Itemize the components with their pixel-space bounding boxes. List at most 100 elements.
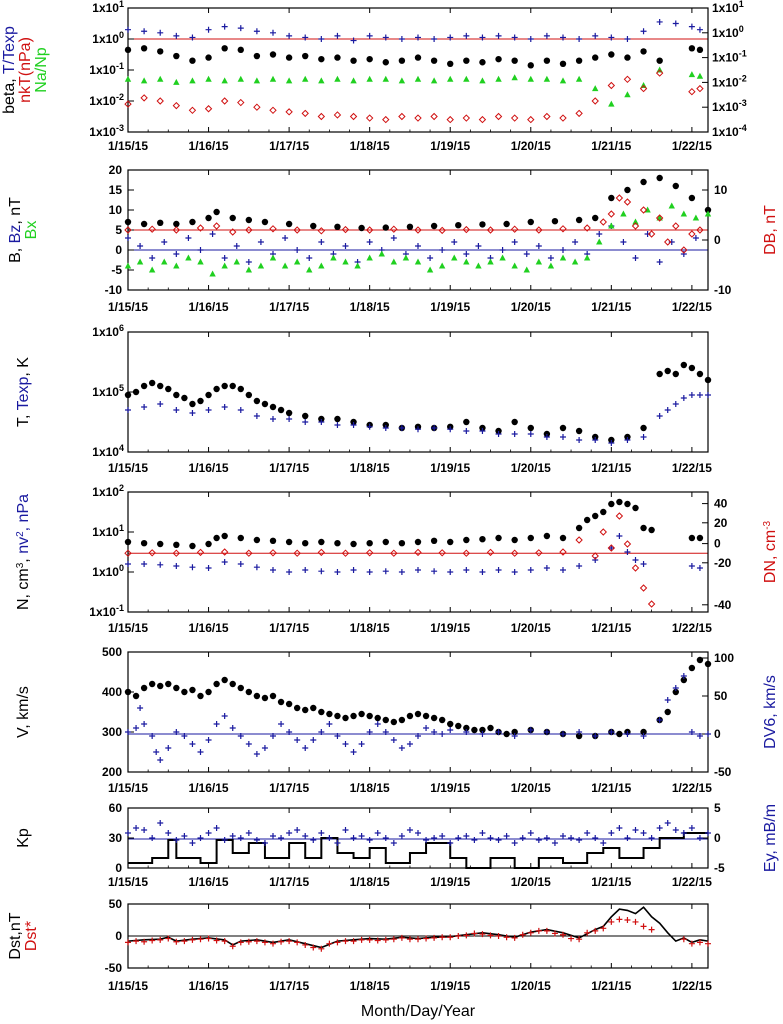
panel-Dst-s0-point-52	[543, 927, 550, 934]
panel-V-s1-point-6	[157, 757, 164, 763]
panel-V-s1-point-41	[439, 731, 446, 737]
panel-V-s0-point-17	[261, 694, 269, 702]
panel-B-s1-point-35	[547, 255, 554, 261]
panel-Kp-ylabel-part-0: Kp	[15, 828, 32, 848]
panel-N-s2-point-26	[639, 584, 648, 592]
panel-beta-ytick-right-label-2-exp: -1	[739, 49, 747, 59]
panel-V-s1-point-24	[302, 745, 309, 751]
panel-beta-ytick-label-4-base: 1x10	[89, 125, 116, 139]
panel-beta-s3-point-22	[478, 115, 487, 124]
panel-N-s0-point-34	[616, 498, 623, 506]
panel-Dst-s0-point-19	[278, 938, 285, 945]
panel-beta-ytick-right-label-1-base: 1x10	[712, 26, 739, 40]
panel-beta-s2-point-13	[334, 75, 341, 82]
panel-Dst-ylabel-part-0: Dst,nT	[7, 912, 24, 959]
panel-Kp-s0-point-38	[431, 835, 438, 841]
panel-N-s0-point-14	[334, 540, 341, 547]
panel-beta-s2-point-27	[559, 77, 567, 84]
panel-B-s0-point-12	[334, 223, 341, 230]
panel-T-ytick-label-0-base: 1x10	[92, 325, 119, 339]
panel-N-ylabel-part-2: nv	[15, 537, 32, 554]
panel-Kp-s0-point-7	[181, 833, 188, 839]
panel-B-s1-point-36	[560, 247, 566, 253]
panel-B-s0-point-21	[551, 218, 559, 225]
panel-Kp-s0-point-3	[149, 835, 156, 841]
panel-Kp-s0-point-14	[237, 835, 244, 841]
panel-T-s0-point-14	[237, 385, 244, 393]
panel-Kp-s0-point-24	[318, 830, 325, 836]
panel-T-s1-point-38	[696, 392, 703, 398]
panel-N-s1-point-20	[447, 569, 454, 575]
panel-V-s1-point-13	[213, 721, 220, 727]
panel-beta-s2-point-9	[269, 75, 277, 82]
panel-V-s1-point-58	[680, 673, 687, 679]
panel-beta-s1-point-21	[463, 32, 470, 39]
panel-B-s1-point-18	[342, 243, 349, 249]
panel-beta-ytick-right-label-2-base: 1x10	[712, 51, 739, 65]
panel-N-s0-point-15	[350, 540, 357, 548]
panel-V-s1-point-50	[576, 729, 583, 735]
panel-Kp-s0-point-66	[656, 825, 663, 831]
panel-V-xtick-label-7: 1/22/15	[672, 781, 712, 795]
panel-T-s1-point-32	[640, 434, 647, 440]
panel-B-s2-point-37	[571, 258, 579, 265]
panel-V-xtick-label-1: 1/16/15	[189, 781, 229, 795]
panel-V-s1-point-48	[543, 729, 550, 735]
panel-V-s0-point-59	[664, 708, 671, 716]
panel-beta-s0-point-13	[334, 54, 341, 61]
panel-beta-s1-point-6	[221, 23, 228, 30]
panel-N-s0-point-27	[543, 532, 551, 540]
panel-B-s0-point-29	[688, 194, 696, 202]
panel-Dst-s0-point-17	[261, 939, 268, 946]
panel-B-s1-point-34	[535, 243, 542, 249]
panel-B-s3-point-25	[631, 222, 640, 230]
panel-V-ytick-label-2: 300	[102, 725, 122, 739]
panel-B-ylabel2-part-0: Bx	[23, 221, 40, 240]
panel-B-s3-point-5	[229, 228, 237, 236]
panel-V-s0-point-21	[293, 704, 301, 712]
panel-T-s1-point-8	[253, 413, 260, 419]
panel-Dst-ytick-label-1: 0	[115, 929, 122, 943]
panel-beta-xtick-label-0: 1/15/15	[108, 139, 148, 153]
panel-V-s1-point-3	[141, 721, 148, 727]
panel-V-ytick-label-3: 200	[102, 765, 122, 779]
panel-B-s0-point-17	[455, 222, 462, 229]
panel-T-s0-point-48	[696, 370, 704, 378]
panel-V-s0-point-57	[640, 728, 647, 736]
panel-T-s1-point-9	[270, 416, 276, 422]
panel-V-s0-point-45	[487, 724, 494, 732]
panel-beta-xtick-label-5: 1/20/15	[511, 139, 551, 153]
panel-T-s0-point-45	[672, 370, 679, 378]
panel-V-s1-point-0	[125, 729, 131, 735]
panel-beta-s2-point-11	[302, 75, 309, 82]
panel-N-s0-point-5	[205, 540, 212, 548]
panel-B-s0-point-4	[189, 218, 196, 226]
panel-Kp-s0-point-67	[664, 820, 671, 826]
panel-beta-ylabel2: nkT(nPa)	[17, 37, 34, 103]
panel-Dst-s0-point-14	[237, 939, 244, 946]
panel-B-s1-point-1	[137, 243, 144, 249]
panel-Dst-s0-point-4	[157, 936, 164, 943]
panel-B-s3-point-3	[196, 224, 205, 232]
panel-beta-s2-point-31	[624, 91, 631, 98]
panel-Kp-s0-point-69	[680, 830, 687, 836]
panel-beta-ytick-right-label-3-base: 1x10	[712, 75, 739, 89]
panel-N-s2-point-4	[220, 548, 229, 556]
panel-T-s1-point-25	[527, 431, 534, 437]
panel-Kp-xtick-label-6: 1/21/15	[591, 875, 631, 889]
panel-V-s0-point-63	[696, 656, 704, 664]
panel-V-xtick-label-0: 1/15/15	[108, 781, 148, 795]
panel-N-s2-point-0	[124, 549, 132, 557]
panel-V-s0-point-47	[503, 730, 510, 738]
panel-Kp-s0-point-15	[245, 830, 252, 836]
panel-beta-s1-point-31	[624, 36, 631, 42]
panel-B-s2-point-5	[185, 254, 192, 261]
panel-beta-s3-point-4	[188, 106, 197, 115]
panel-V-s0-point-41	[455, 722, 462, 730]
panel-beta-s3-point-13	[333, 111, 342, 119]
panel-B-s0-point-11	[310, 222, 317, 230]
panel-V-ytick-right-label-0: 100	[714, 651, 734, 665]
panel-B-ytick-right-label-0: 10	[714, 183, 728, 197]
panel-Dst-ytick-label-0: 50	[109, 897, 123, 911]
